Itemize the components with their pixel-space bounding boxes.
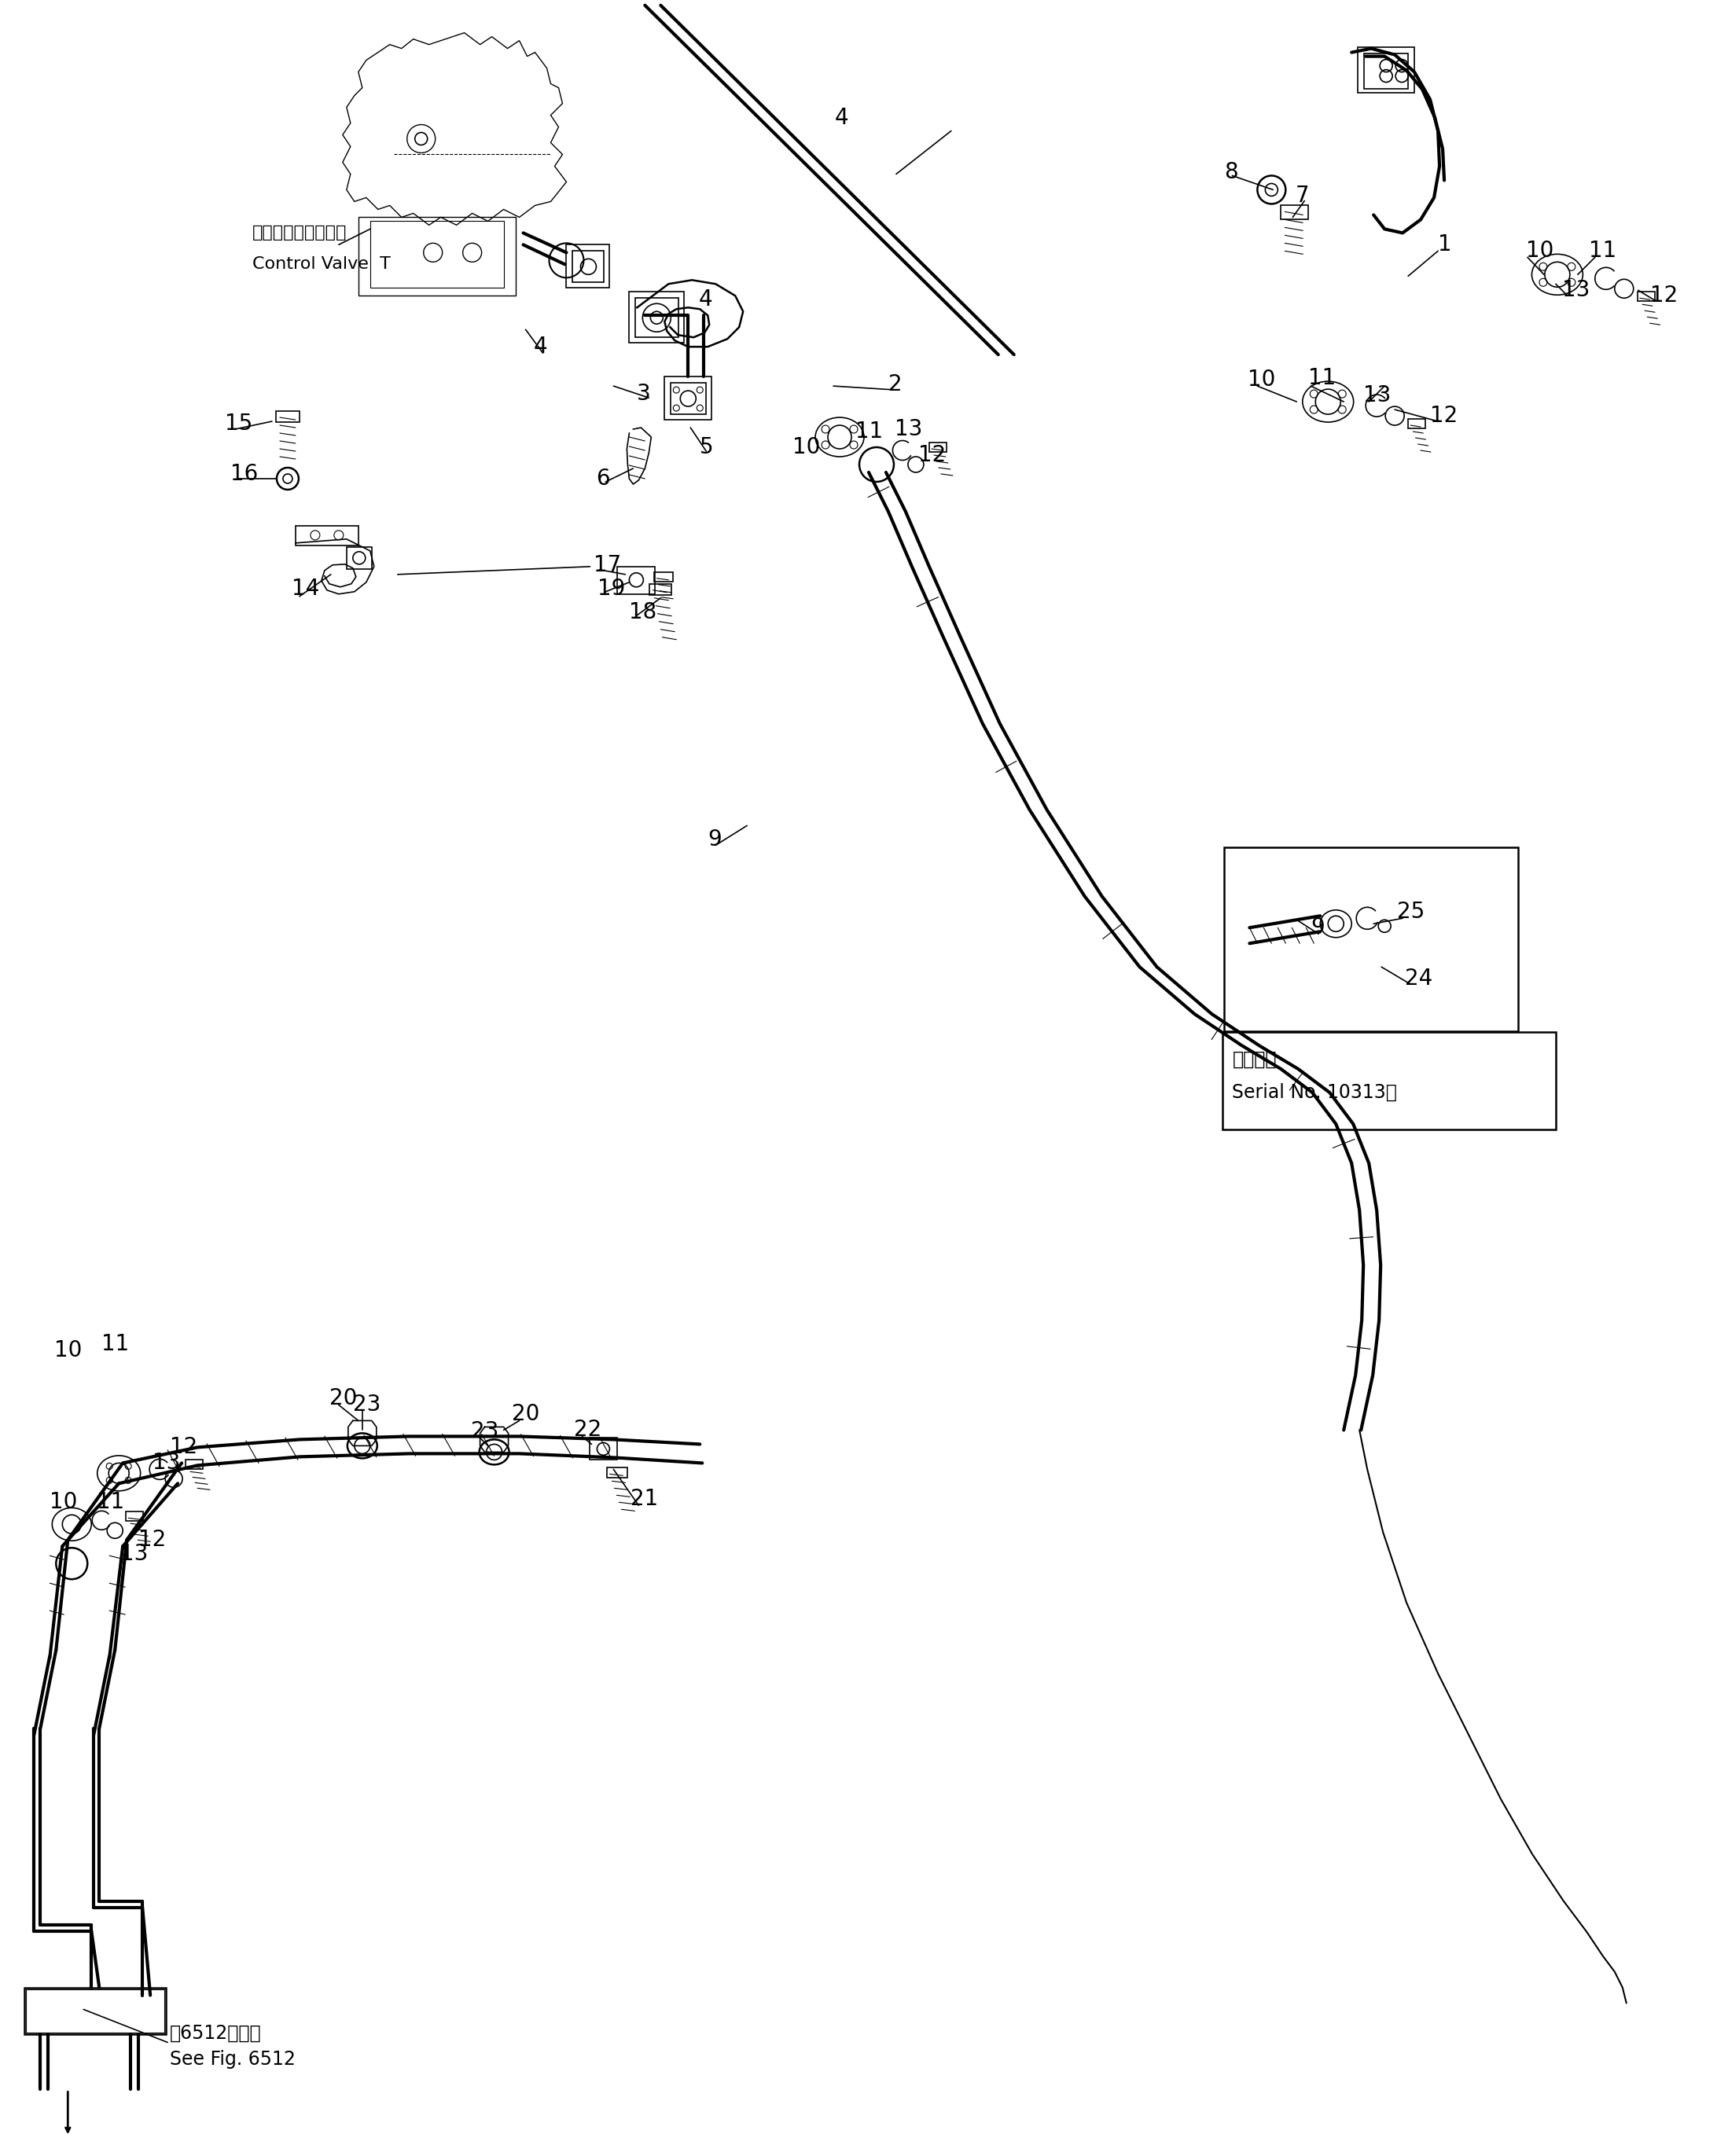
Bar (655, 571, 674, 582)
Text: 第6512図参照: 第6512図参照 (169, 2024, 261, 2042)
Text: 23: 23 (353, 1395, 380, 1416)
Bar (295, 526, 358, 545)
Bar (1638, 291, 1655, 302)
Text: Control Valve  T: Control Valve T (252, 257, 391, 272)
Bar (589, 1438, 617, 1460)
Bar (347, 548, 372, 569)
Text: 24: 24 (1405, 968, 1433, 990)
Text: 9: 9 (708, 828, 722, 852)
Bar (930, 442, 947, 453)
Bar (26, 1990, 164, 2033)
Bar (358, 218, 515, 295)
Text: 13: 13 (121, 1544, 149, 1565)
Bar (24, 1988, 166, 2035)
Text: Serial No. 10313～: Serial No. 10313～ (1232, 1082, 1398, 1102)
Text: 10: 10 (1248, 369, 1275, 390)
Bar (617, 567, 655, 595)
Text: 10: 10 (793, 436, 821, 459)
Bar (665, 377, 712, 420)
Text: 適用号機: 適用号機 (1232, 1050, 1277, 1069)
Bar (572, 250, 605, 282)
Bar (1408, 418, 1426, 429)
Text: 5: 5 (700, 436, 714, 459)
Bar (1358, 47, 1415, 93)
Text: 1: 1 (1438, 233, 1452, 257)
Text: 20: 20 (330, 1388, 358, 1410)
Text: 11: 11 (102, 1332, 130, 1354)
Text: 22: 22 (574, 1419, 601, 1440)
Bar (607, 1468, 627, 1479)
Text: 4: 4 (534, 336, 548, 358)
Text: 12: 12 (169, 1436, 197, 1457)
Text: See Fig. 6512: See Fig. 6512 (169, 2050, 295, 2070)
Text: 7: 7 (1294, 185, 1308, 207)
Text: 11: 11 (97, 1492, 124, 1514)
Text: 13: 13 (895, 418, 923, 440)
FancyBboxPatch shape (1223, 1033, 1555, 1130)
Text: 10: 10 (1526, 239, 1553, 263)
Text: 4: 4 (698, 289, 712, 310)
Text: 13: 13 (1363, 384, 1391, 407)
Text: 4: 4 (835, 106, 848, 129)
Text: 8: 8 (1225, 162, 1239, 183)
Bar (126, 1511, 143, 1522)
Text: 18: 18 (629, 602, 657, 623)
Text: 11: 11 (855, 420, 883, 442)
Text: 13: 13 (1562, 280, 1590, 302)
Text: 20: 20 (511, 1404, 539, 1425)
Text: 12: 12 (138, 1529, 166, 1550)
Text: 25: 25 (1398, 901, 1426, 923)
Text: 10: 10 (50, 1492, 78, 1514)
Text: 14: 14 (292, 578, 320, 599)
Text: 16: 16 (230, 464, 257, 485)
Text: 12: 12 (1431, 405, 1458, 427)
Text: 17: 17 (594, 554, 622, 576)
Bar (1280, 205, 1308, 220)
Text: 11: 11 (1308, 367, 1336, 390)
Text: 12: 12 (918, 444, 945, 466)
Text: 6: 6 (596, 468, 610, 489)
FancyBboxPatch shape (1225, 847, 1519, 1031)
Bar (636, 298, 679, 336)
Text: 23: 23 (470, 1421, 498, 1442)
Text: 15: 15 (225, 412, 252, 436)
Bar (185, 1460, 202, 1470)
Bar (670, 384, 707, 414)
Bar (276, 412, 299, 423)
Bar (629, 291, 684, 343)
Text: 13: 13 (152, 1451, 180, 1475)
Text: 11: 11 (1588, 239, 1616, 263)
Bar (650, 584, 672, 595)
Bar (1363, 54, 1408, 88)
Text: 19: 19 (598, 578, 626, 599)
Bar (370, 222, 503, 289)
Text: 21: 21 (631, 1488, 658, 1509)
Text: 10: 10 (55, 1339, 83, 1360)
Text: 3: 3 (638, 384, 651, 405)
Bar (567, 246, 610, 289)
Text: 12: 12 (1650, 285, 1678, 306)
Text: コントロールバルブ: コントロールバルブ (252, 224, 347, 241)
Text: 9: 9 (1312, 916, 1325, 938)
Text: 2: 2 (888, 373, 902, 395)
